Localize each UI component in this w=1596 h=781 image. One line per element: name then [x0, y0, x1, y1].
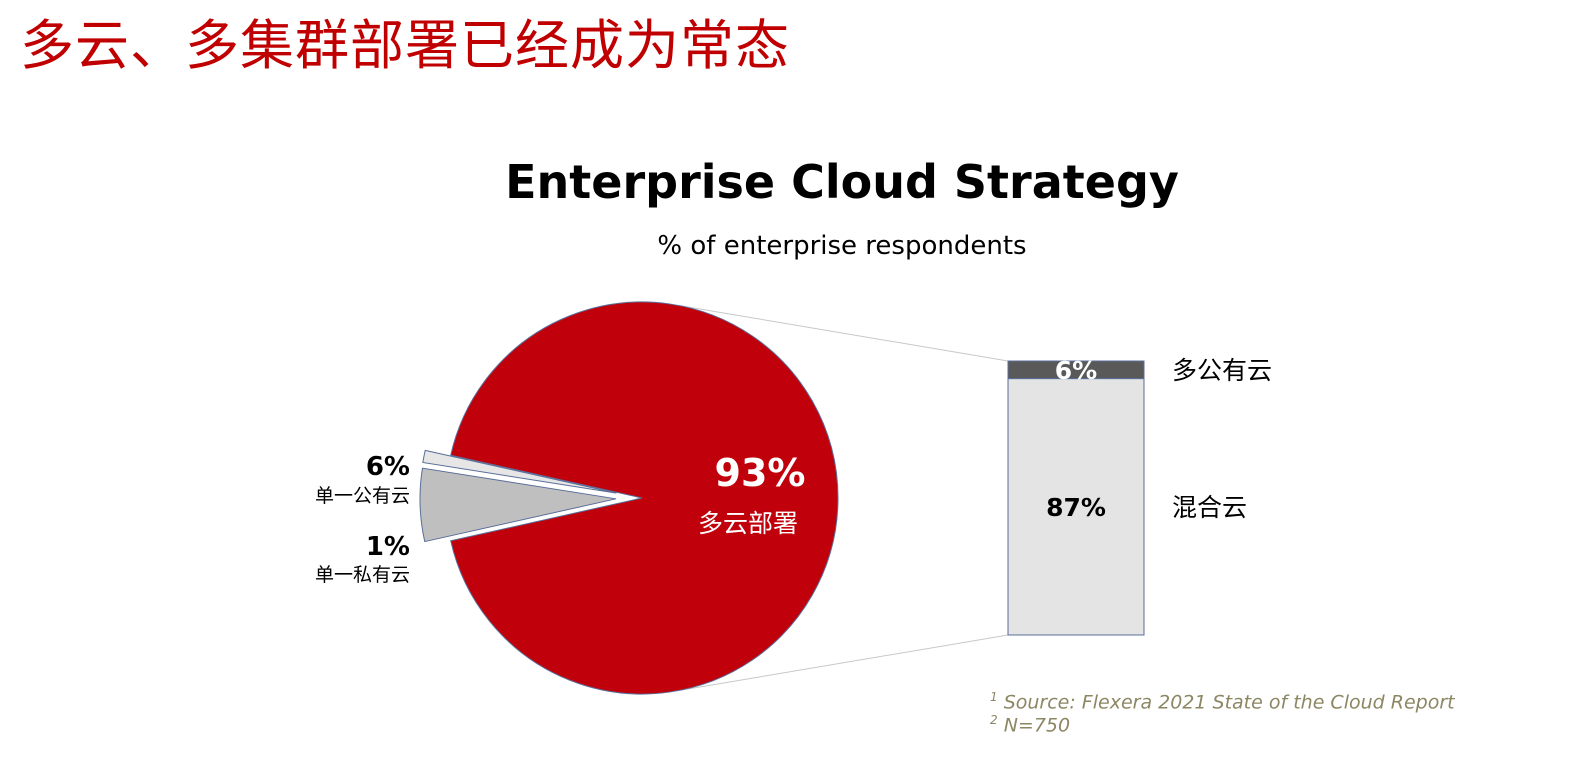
pie-value-label-single-public: 6% — [366, 452, 410, 482]
pie-slice-single-private — [422, 449, 617, 494]
bar-value-label: 6% — [1055, 356, 1097, 385]
pie-slice-multi-cloud — [450, 301, 839, 695]
pie-value-label-single-private: 1% — [366, 532, 410, 562]
pie-slices — [419, 301, 839, 695]
breakdown-labels: 6% 多公有云 87% 混合云 — [1046, 356, 1272, 522]
chart-subtitle: % of enterprise respondents — [657, 231, 1026, 261]
connector-line-top — [681, 305, 1009, 362]
pie-value-label-multi-cloud: 93% — [715, 451, 806, 495]
connector-lines — [681, 305, 1009, 691]
pie-category-label-multi-cloud: 多云部署 — [698, 509, 798, 538]
breakdown-bar — [1007, 360, 1145, 636]
connector-line-bottom — [681, 634, 1009, 691]
pie-category-label-single-private: 单一私有云 — [315, 564, 410, 586]
bar-value-label: 87% — [1046, 493, 1106, 522]
chart-title: Enterprise Cloud Strategy — [505, 155, 1179, 209]
footnote-sample-size: 2 N=750 — [990, 713, 1070, 736]
footnote-marker: 1 — [990, 690, 998, 704]
footnote-text: Source: Flexera 2021 State of the Cloud … — [1003, 691, 1455, 714]
bar-category-label: 多公有云 — [1172, 356, 1272, 385]
bar-segment-hybrid — [1007, 378, 1145, 636]
footnote-text: N=750 — [1003, 714, 1071, 737]
bar-category-label: 混合云 — [1172, 493, 1247, 522]
footnote-source: 1 Source: Flexera 2021 State of the Clou… — [990, 690, 1455, 713]
pie-labels: 93% 多云部署 6% 单一公有云 1%单一私有云 — [315, 451, 806, 586]
pie-slice-single-public — [419, 467, 617, 543]
pie-category-label-single-public: 单一公有云 — [315, 485, 410, 507]
slide-title: 多云、多集群部署已经成为常态 — [20, 14, 790, 77]
footnote-marker: 2 — [990, 713, 998, 727]
